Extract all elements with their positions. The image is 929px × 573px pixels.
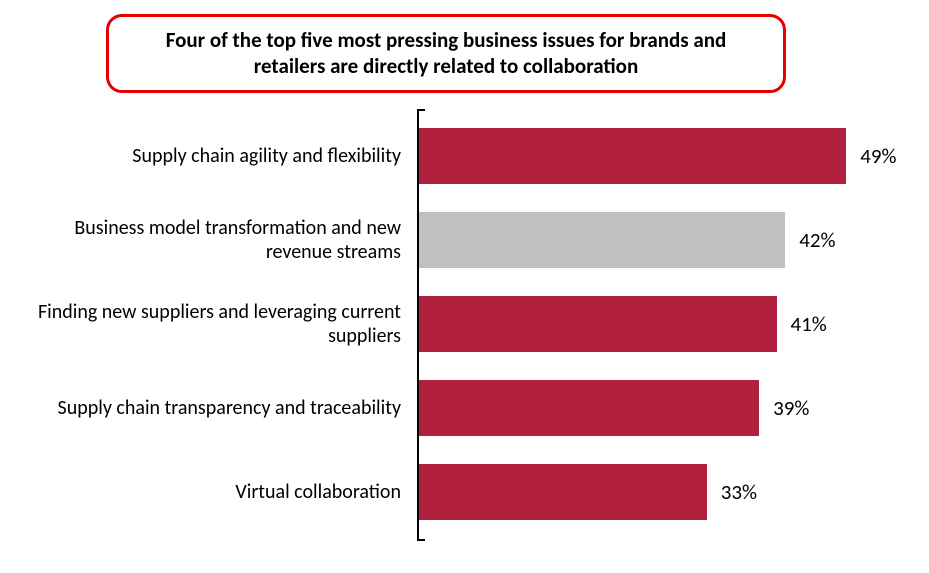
- chart-row: Supply chain agility and flexibility 49%: [22, 128, 902, 184]
- value-label: 42%: [785, 227, 835, 253]
- bar: [419, 296, 777, 352]
- chart-row: Virtual collaboration 33%: [22, 464, 902, 520]
- value-label: 41%: [777, 311, 827, 337]
- chart-row: Business model transformation and new re…: [22, 212, 902, 268]
- category-label: Finding new suppliers and leveraging cur…: [22, 300, 407, 348]
- category-label: Virtual collaboration: [22, 480, 407, 504]
- bar: [419, 212, 785, 268]
- value-label: 49%: [846, 143, 896, 169]
- bar: [419, 464, 707, 520]
- chart-title-box: Four of the top five most pressing busin…: [106, 14, 786, 93]
- category-label: Supply chain agility and flexibility: [22, 144, 407, 168]
- chart-row: Supply chain transparency and traceabili…: [22, 380, 902, 436]
- value-label: 39%: [759, 395, 809, 421]
- bar: [419, 380, 759, 436]
- category-label: Business model transformation and new re…: [22, 216, 407, 264]
- axis-tick: [417, 109, 425, 111]
- value-label: 33%: [707, 479, 757, 505]
- axis-tick: [417, 539, 425, 541]
- chart-row: Finding new suppliers and leveraging cur…: [22, 296, 902, 352]
- chart-title: Four of the top five most pressing busin…: [166, 27, 727, 79]
- chart-area: Supply chain agility and flexibility 49% B…: [22, 110, 902, 550]
- bar: [419, 128, 846, 184]
- category-label: Supply chain transparency and traceabili…: [22, 396, 407, 420]
